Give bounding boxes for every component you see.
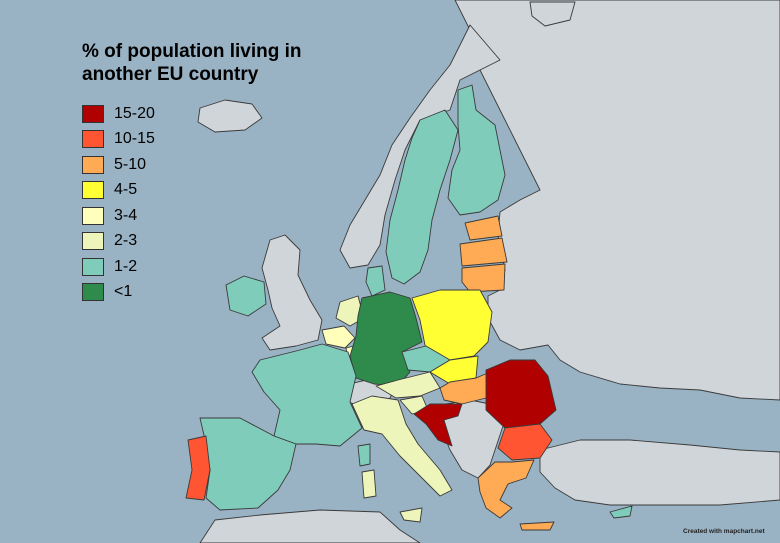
country-estonia	[464, 215, 503, 241]
legend-title-line-1: % of population living in	[82, 41, 302, 62]
country-greece	[477, 459, 535, 519]
legend-label: 2-3	[114, 232, 138, 250]
legend-swatch	[82, 232, 104, 251]
country-cyprus	[609, 505, 633, 519]
legend-label: <1	[114, 283, 133, 301]
legend-label: 10-15	[114, 130, 155, 148]
country-crete	[519, 521, 555, 531]
legend-swatch	[82, 104, 104, 123]
country-france	[251, 343, 363, 447]
legend-label: 15-20	[114, 104, 155, 122]
country-romania	[485, 359, 557, 429]
country-sicily	[399, 507, 423, 523]
country-latvia	[459, 237, 508, 267]
country-sardinia	[361, 469, 377, 499]
legend-item: 15-20	[82, 101, 155, 127]
country-slovakia	[429, 355, 479, 385]
country-denmark	[365, 265, 386, 297]
legend-swatch	[82, 283, 104, 302]
legend-swatch	[82, 257, 104, 276]
legend-swatch	[82, 206, 104, 225]
country-bulgaria	[497, 423, 553, 461]
legend-label: 1-2	[114, 257, 138, 275]
legend-title: % of population living in another EU cou…	[82, 40, 342, 86]
region-turkey	[539, 439, 780, 506]
legend: 15-20 10-15 5-10 4-5 3-4 2-3 1-2 <1	[82, 101, 155, 305]
region-svalbard	[529, 1, 576, 27]
country-croatia	[413, 403, 463, 447]
legend-item: 4-5	[82, 178, 155, 204]
legend-swatch	[82, 155, 104, 174]
country-lithuania	[461, 263, 506, 293]
legend-swatch	[82, 130, 104, 149]
legend-item: 1-2	[82, 254, 155, 280]
country-poland	[411, 289, 493, 361]
country-belgium	[321, 325, 356, 349]
country-portugal	[185, 435, 211, 501]
region-iceland	[197, 99, 263, 133]
region-north-africa	[199, 509, 421, 543]
legend-label: 4-5	[114, 181, 138, 199]
country-ireland	[225, 275, 267, 317]
legend-item: 10-15	[82, 127, 155, 153]
region-great-britain	[261, 234, 323, 351]
legend-item: 3-4	[82, 203, 155, 229]
legend-label: 5-10	[114, 155, 147, 173]
legend-item: 5-10	[82, 152, 155, 178]
legend-item: 2-3	[82, 229, 155, 255]
country-finland	[447, 84, 506, 216]
legend-item: <1	[82, 280, 155, 306]
country-sweden	[385, 109, 459, 285]
legend-title-line-2: another EU country	[82, 64, 259, 85]
country-italy	[351, 395, 453, 497]
legend-swatch	[82, 181, 104, 200]
credit-text: Created with mapchart.net	[683, 528, 765, 535]
country-corsica	[357, 443, 371, 467]
legend-label: 3-4	[114, 206, 138, 224]
